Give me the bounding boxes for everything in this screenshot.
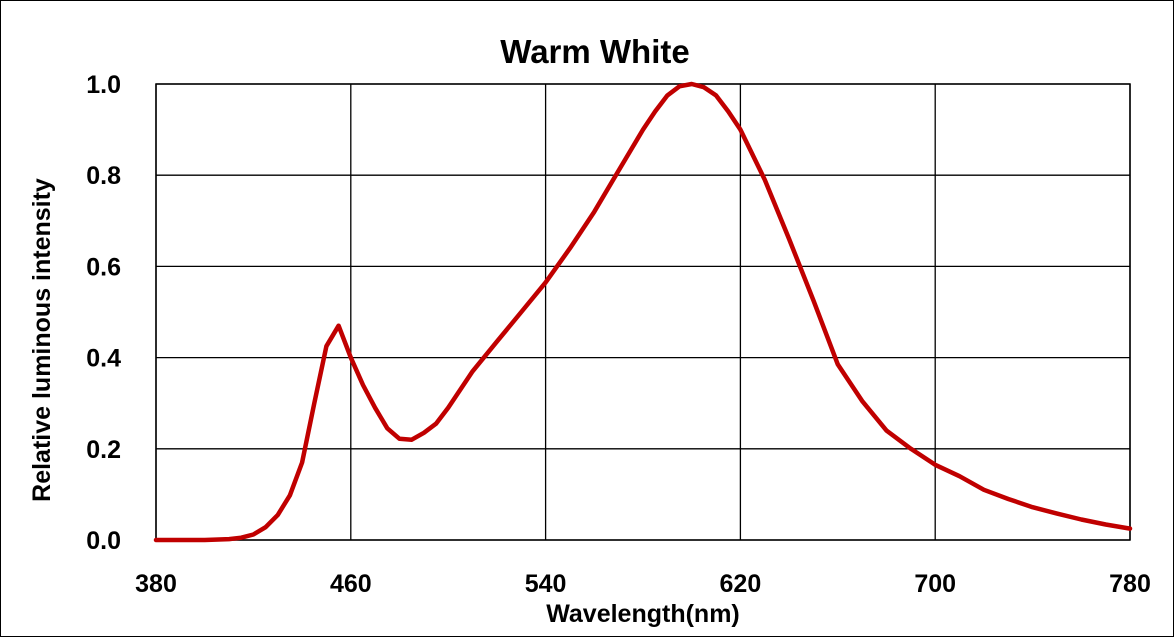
y-tick-label: 1.0 [86,71,121,99]
spectrum-line [153,81,1133,543]
x-tick-label: 700 [914,570,956,598]
series-layer [153,81,1133,543]
x-tick-label: 460 [330,570,372,598]
x-tick-label: 540 [525,570,567,598]
y-tick-label: 0.0 [86,527,121,555]
y-tick-label: 0.8 [86,162,121,190]
y-tick-label: 0.6 [86,253,121,281]
y-tick-label: 0.2 [86,436,121,464]
plot-area-border [155,83,1131,541]
x-axis-tick-labels: 380 460 540 620 700 780 [135,570,1151,598]
y-tick-label: 0.4 [86,345,121,373]
chart-title: Warm White [500,33,689,70]
x-tick-label: 620 [720,570,762,598]
x-tick-label: 380 [135,570,177,598]
grid-lines [155,83,1131,541]
y-axis-title: Relative luminous intensity [28,178,56,502]
x-tick-label: 780 [1109,570,1151,598]
y-axis-tick-labels: 0.0 0.2 0.4 0.6 0.8 1.0 [86,71,121,555]
x-axis-title: Wavelength(nm) [546,600,740,628]
